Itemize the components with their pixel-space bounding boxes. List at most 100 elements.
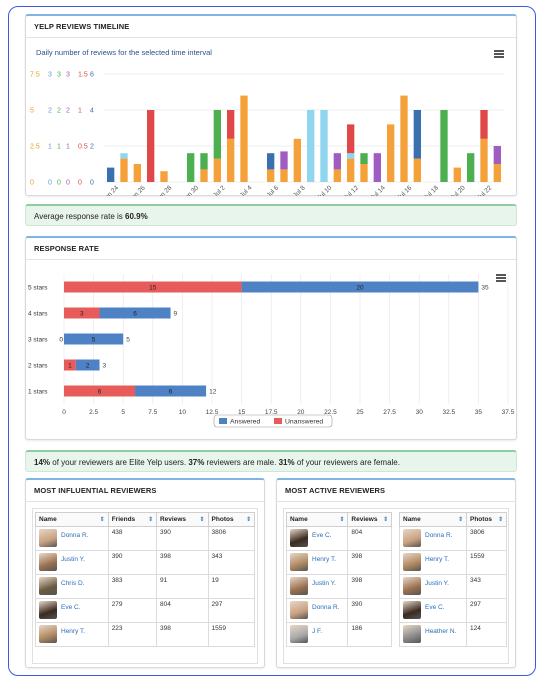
chart-menu-icon[interactable]: [494, 50, 504, 58]
reviewer-name-link[interactable]: Donna R.: [425, 532, 453, 539]
reviewer-name-cell[interactable]: Donna R.: [285, 598, 349, 623]
legend-label[interactable]: Unanswered: [285, 419, 323, 426]
reviewer-name-link[interactable]: Heather N.: [425, 628, 457, 635]
reviewer-name-cell[interactable]: Heather N.: [399, 622, 467, 647]
timeline-bar[interactable]: [493, 146, 501, 164]
timeline-bar[interactable]: [347, 153, 355, 159]
timeline-bar[interactable]: [267, 153, 275, 170]
timeline-bar[interactable]: [387, 124, 395, 182]
timeline-bar[interactable]: [187, 153, 195, 182]
avatar[interactable]: [39, 625, 57, 643]
reviewer-name-cell[interactable]: Henry T.: [285, 550, 349, 575]
reviewer-name-link[interactable]: J F.: [312, 628, 323, 635]
reviewer-name-cell[interactable]: Henry T.: [399, 550, 467, 575]
timeline-bar[interactable]: [373, 153, 381, 182]
timeline-bar[interactable]: [293, 138, 301, 182]
reviewer-name-cell[interactable]: Eve C.: [399, 598, 467, 623]
avatar[interactable]: [39, 529, 57, 547]
reviewer-name-link[interactable]: Henry T.: [61, 628, 86, 635]
reviewer-name-link[interactable]: Eve C.: [61, 604, 81, 611]
timeline-bar[interactable]: [480, 110, 488, 139]
avatar[interactable]: [290, 625, 308, 643]
timeline-bar[interactable]: [440, 110, 448, 182]
reviewer-name-link[interactable]: Donna R.: [312, 604, 340, 611]
reviewer-name-cell[interactable]: Justin Y.: [285, 574, 349, 599]
reviewer-name-cell[interactable]: J F.: [285, 622, 349, 647]
timeline-bar[interactable]: [147, 110, 155, 182]
column-header-friends[interactable]: Friends ⇕: [107, 512, 157, 527]
timeline-bar[interactable]: [227, 138, 235, 182]
avatar[interactable]: [403, 529, 421, 547]
response-bar[interactable]: [64, 281, 242, 293]
timeline-bar[interactable]: [227, 110, 235, 139]
reviewer-name-link[interactable]: Henry T.: [425, 556, 450, 563]
avatar[interactable]: [39, 601, 57, 619]
timeline-bar[interactable]: [320, 110, 328, 182]
timeline-bar[interactable]: [493, 164, 501, 182]
column-header-photos[interactable]: Photos ⇕: [466, 512, 507, 527]
timeline-bar[interactable]: [280, 169, 288, 182]
response-bar[interactable]: [64, 385, 136, 397]
reviewer-name-cell[interactable]: Justin Y.: [35, 550, 109, 575]
avatar[interactable]: [290, 529, 308, 547]
reviewer-name-cell[interactable]: Justin Y.: [399, 574, 467, 599]
avatar[interactable]: [290, 553, 308, 571]
reviewer-name-cell[interactable]: Eve C.: [35, 598, 109, 623]
reviewer-name-cell[interactable]: Donna R.: [399, 526, 467, 551]
avatar[interactable]: [403, 601, 421, 619]
reviewer-name-cell[interactable]: Chris D.: [35, 574, 109, 599]
reviewer-name-link[interactable]: Justin Y.: [61, 556, 85, 563]
sort-icon[interactable]: ⇕: [147, 517, 153, 523]
timeline-bar[interactable]: [453, 167, 461, 182]
sort-icon[interactable]: ⇕: [457, 517, 463, 523]
timeline-bar[interactable]: [240, 95, 248, 182]
avatar[interactable]: [290, 601, 308, 619]
timeline-bar[interactable]: [400, 95, 408, 182]
reviewer-name-link[interactable]: Justin Y.: [425, 580, 449, 587]
timeline-bar[interactable]: [200, 169, 208, 182]
sort-icon[interactable]: ⇕: [497, 517, 503, 523]
timeline-bar[interactable]: [213, 158, 221, 182]
avatar[interactable]: [403, 577, 421, 595]
response-bar[interactable]: [64, 307, 100, 319]
timeline-bar[interactable]: [413, 158, 421, 182]
column-header-name[interactable]: Name ⇕: [285, 512, 349, 527]
timeline-bar[interactable]: [333, 169, 341, 182]
timeline-bar[interactable]: [347, 124, 355, 154]
sort-icon[interactable]: ⇕: [245, 517, 251, 523]
legend-label[interactable]: Answered: [230, 419, 260, 426]
timeline-bar[interactable]: [360, 164, 368, 182]
reviewer-name-link[interactable]: Eve C.: [312, 532, 332, 539]
timeline-bar[interactable]: [333, 153, 341, 170]
timeline-bar[interactable]: [360, 153, 368, 164]
column-header-photos[interactable]: Photos ⇕: [207, 512, 256, 527]
response-menu-icon[interactable]: [496, 274, 506, 282]
sort-icon[interactable]: ⇕: [99, 517, 105, 523]
reviewer-name-link[interactable]: Henry T.: [312, 556, 337, 563]
reviewer-name-cell[interactable]: Donna R.: [35, 526, 109, 551]
column-header-reviews[interactable]: Reviews ⇕: [347, 512, 392, 527]
sort-icon[interactable]: ⇕: [339, 517, 345, 523]
sort-icon[interactable]: ⇕: [199, 517, 205, 523]
response-bar[interactable]: [99, 307, 171, 319]
avatar[interactable]: [39, 553, 57, 571]
response-bar[interactable]: [64, 333, 124, 345]
avatar[interactable]: [403, 625, 421, 643]
timeline-bar[interactable]: [413, 110, 421, 159]
timeline-bar[interactable]: [107, 167, 115, 182]
reviewer-name-link[interactable]: Justin Y.: [312, 580, 336, 587]
legend-swatch[interactable]: [274, 418, 282, 424]
timeline-bar[interactable]: [200, 153, 208, 170]
timeline-bar[interactable]: [307, 110, 315, 182]
timeline-bar[interactable]: [120, 153, 128, 159]
response-bar[interactable]: [75, 359, 100, 371]
reviewer-name-cell[interactable]: Eve C.: [285, 526, 349, 551]
timeline-bar[interactable]: [120, 158, 128, 182]
reviewer-name-link[interactable]: Eve C.: [425, 604, 445, 611]
timeline-bar[interactable]: [467, 153, 475, 182]
reviewer-name-link[interactable]: Donna R.: [61, 532, 89, 539]
avatar[interactable]: [403, 553, 421, 571]
reviewer-name-cell[interactable]: Henry T.: [35, 622, 109, 647]
timeline-bar[interactable]: [280, 151, 288, 170]
response-bar[interactable]: [241, 281, 479, 293]
